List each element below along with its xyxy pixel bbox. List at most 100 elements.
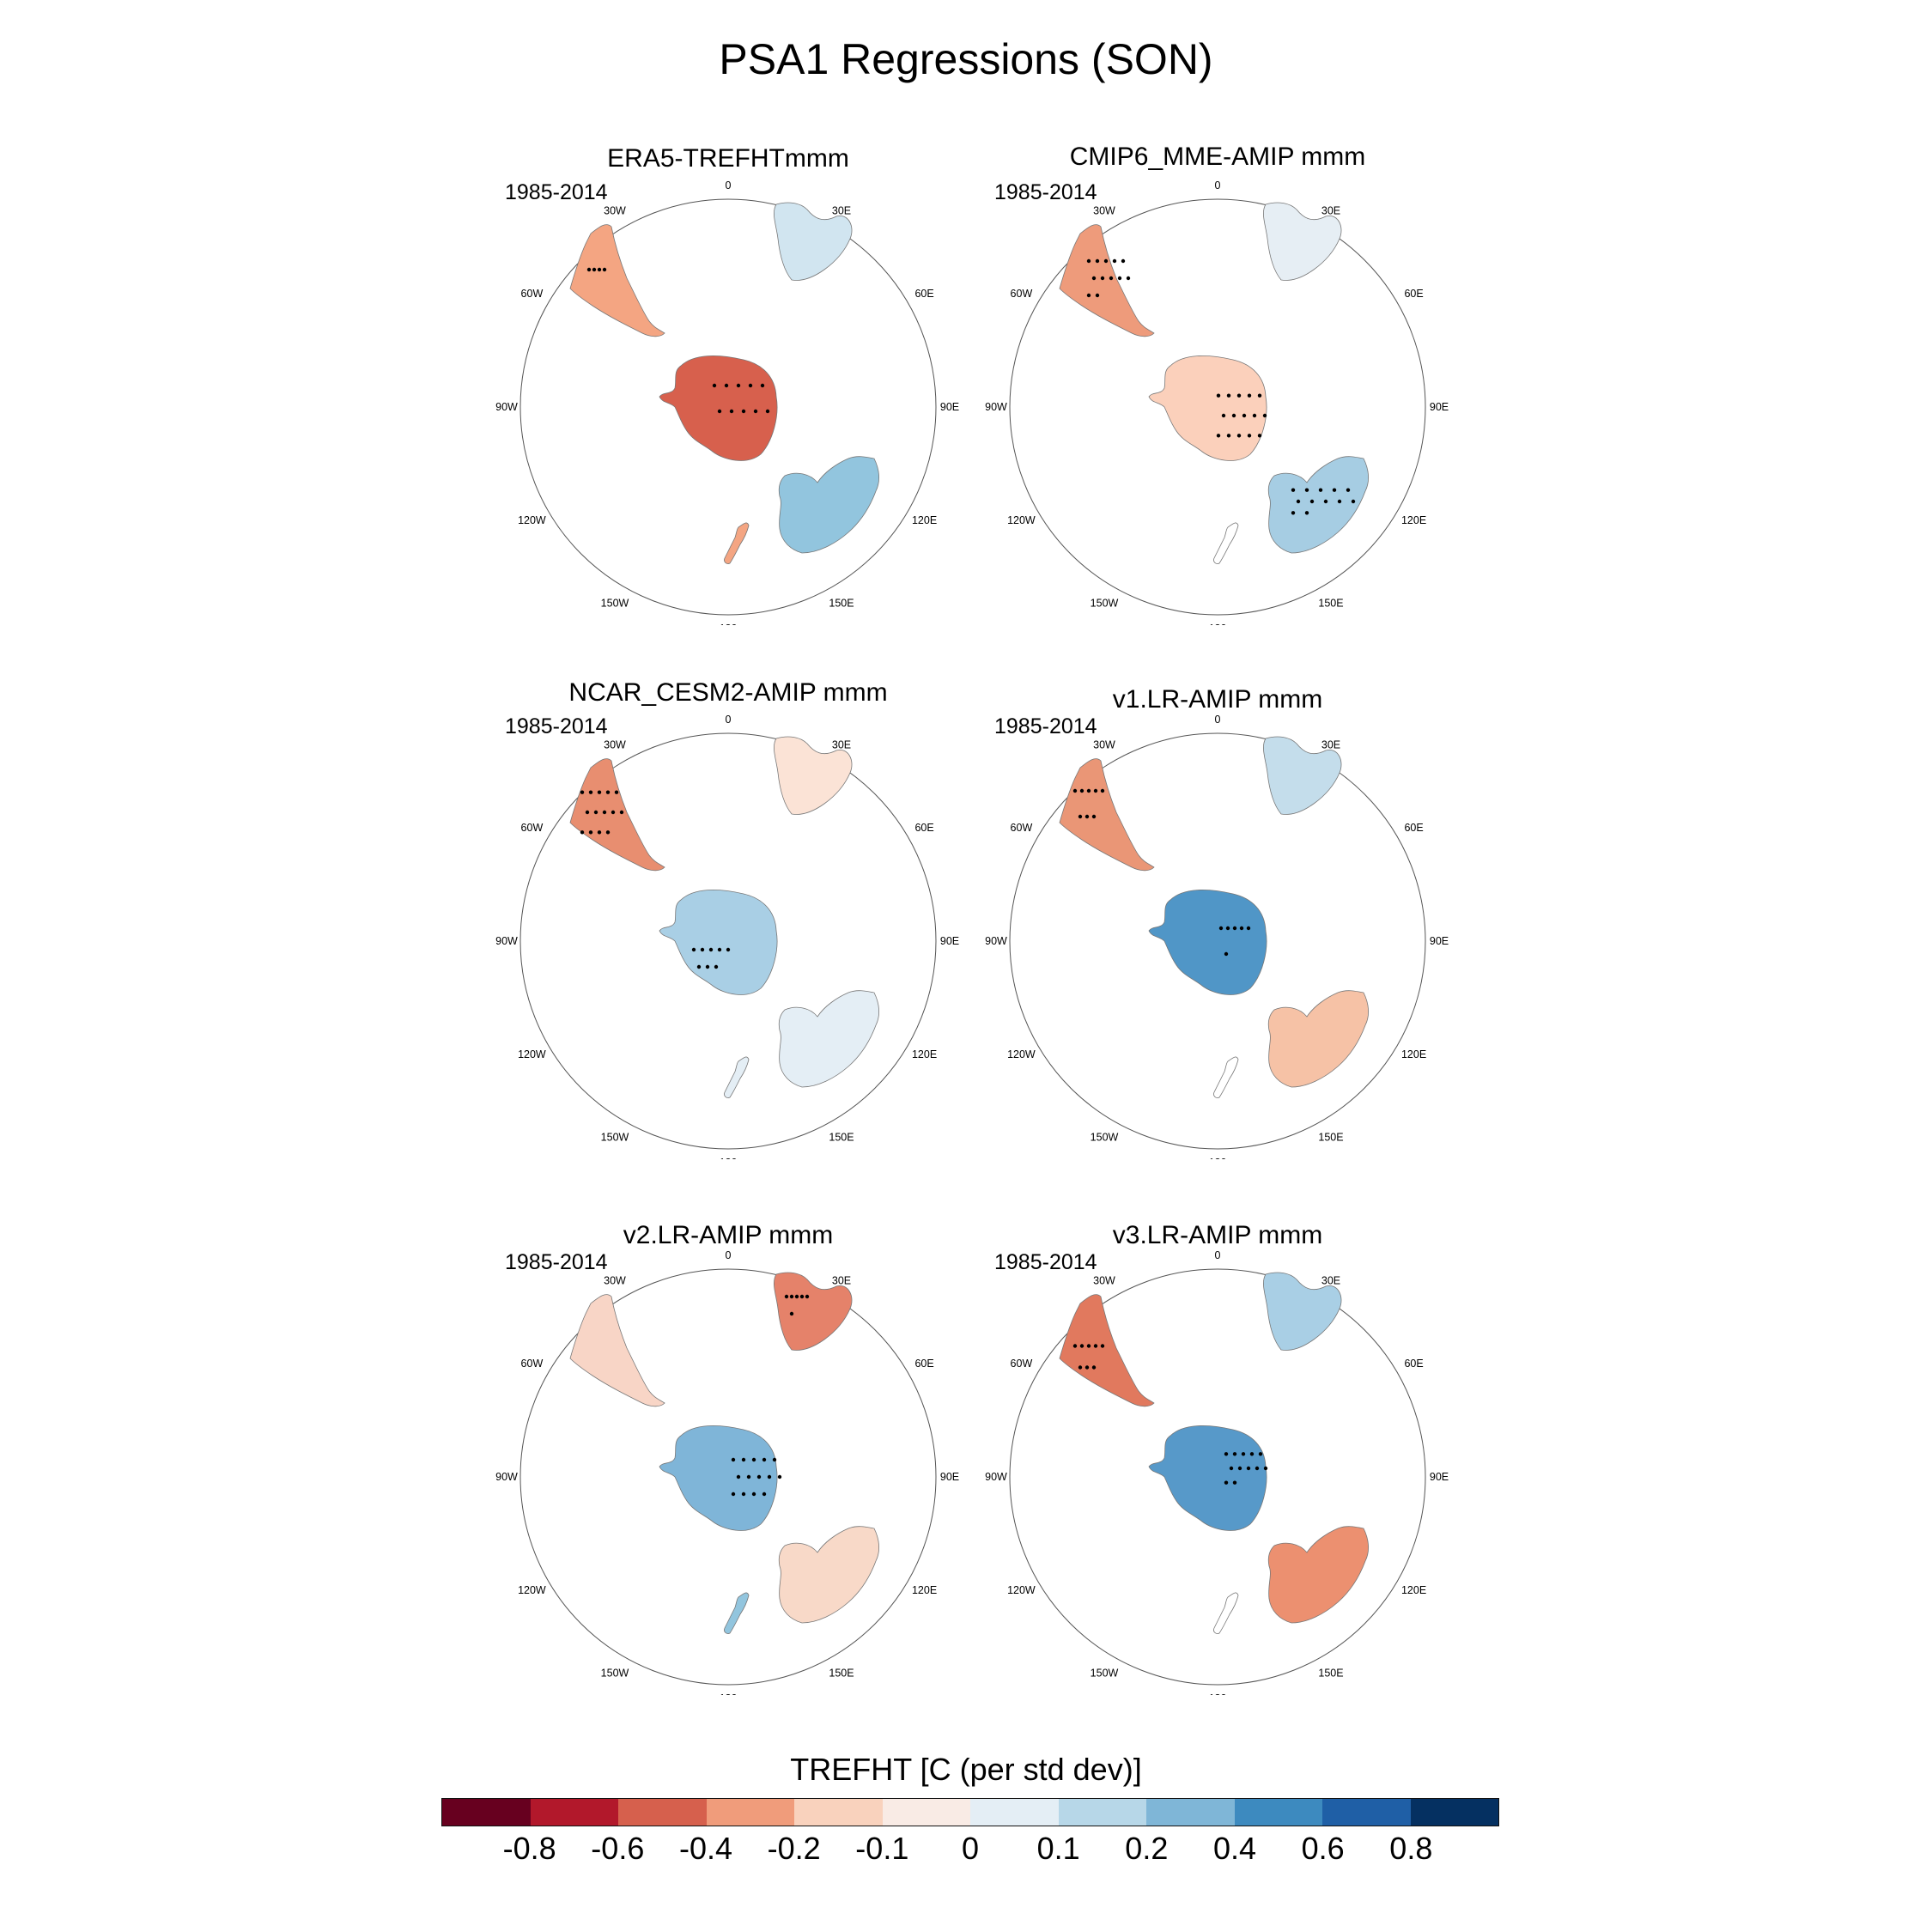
significance-dot bbox=[592, 267, 597, 272]
longitude-label: 30W bbox=[604, 738, 626, 750]
longitude-label: 90E bbox=[1430, 1471, 1449, 1483]
longitude-label: 120E bbox=[1401, 1584, 1426, 1596]
significance-dot bbox=[1247, 393, 1252, 398]
australia-region bbox=[1267, 456, 1369, 554]
significance-dot bbox=[1091, 1365, 1097, 1370]
significance-dot bbox=[736, 383, 741, 388]
africa-region bbox=[774, 736, 853, 815]
significance-dot bbox=[1093, 1344, 1098, 1348]
significance-dot bbox=[1231, 413, 1236, 418]
map-panel: 0 30E 60E 90E 120E 150E 180 150W 120W 90W 60W 30W CM… bbox=[960, 143, 1475, 625]
significance-dot bbox=[1086, 258, 1091, 264]
longitude-label: 60E bbox=[914, 288, 933, 300]
significance-dot bbox=[1351, 499, 1356, 504]
africa-region bbox=[1263, 202, 1342, 281]
land-layer bbox=[1059, 202, 1369, 564]
australia-region bbox=[778, 456, 879, 554]
longitude-label: 90W bbox=[985, 1471, 1007, 1483]
polar-map: 0 30E 60E 90E 120E 150E 180 150W 120W 90W 60W 30W bbox=[495, 714, 959, 1159]
longitude-label: 30W bbox=[1093, 204, 1115, 216]
page-title: PSA1 Regressions (SON) bbox=[719, 35, 1213, 83]
panel-title: NCAR_CESM2-AMIP mmm bbox=[568, 678, 888, 707]
significance-dot bbox=[597, 790, 602, 794]
colorbar-swatch bbox=[706, 1799, 794, 1826]
significance-dot bbox=[1252, 413, 1257, 418]
significance-dot bbox=[767, 1474, 772, 1479]
map-panel: 0 30E 60E 90E 120E 150E 180 150W 120W 90W 60W 30W v1… bbox=[960, 678, 1475, 1159]
significance-dot bbox=[1257, 393, 1262, 398]
panel-period: 1985-2014 bbox=[505, 1250, 608, 1274]
significance-dot bbox=[1239, 926, 1244, 931]
longitude-label: 30E bbox=[832, 204, 851, 216]
significance-dot bbox=[1337, 499, 1342, 504]
significance-dot bbox=[1318, 488, 1323, 492]
panel-title: v1.LR-AMIP mmm bbox=[1112, 685, 1323, 714]
significance-dot bbox=[1126, 276, 1131, 281]
longitude-label: 180 bbox=[1209, 1157, 1227, 1159]
significance-dot bbox=[717, 409, 722, 414]
longitude-label: 60E bbox=[914, 1358, 933, 1370]
new-zealand-region bbox=[724, 1056, 750, 1098]
significance-dot bbox=[1216, 393, 1221, 398]
colorbar-title: TREFHT [C (per std dev)] bbox=[790, 1752, 1142, 1787]
significance-dot bbox=[1109, 276, 1114, 281]
colorbar-tick-label: -0.2 bbox=[767, 1831, 821, 1866]
significance-dot bbox=[741, 1457, 746, 1462]
longitude-label: 150W bbox=[601, 598, 629, 610]
significance-dot bbox=[726, 947, 731, 952]
longitude-label: 120W bbox=[1007, 1584, 1036, 1596]
significance-dot bbox=[1091, 276, 1097, 281]
longitude-label: 60E bbox=[1404, 1358, 1423, 1370]
significance-dot bbox=[700, 947, 705, 952]
significance-dot bbox=[1079, 788, 1084, 793]
antarctica-region bbox=[659, 1425, 778, 1531]
new-zealand-region bbox=[1213, 522, 1239, 564]
longitude-label: 150W bbox=[601, 1668, 629, 1680]
south-america-region bbox=[1059, 758, 1155, 872]
significance-dot bbox=[691, 947, 696, 952]
colorbar-tick-label: -0.6 bbox=[591, 1831, 645, 1866]
significance-dot bbox=[1093, 788, 1098, 793]
significance-dot bbox=[1258, 1452, 1263, 1456]
significance-dot bbox=[1332, 488, 1337, 492]
longitude-label: 30E bbox=[832, 1274, 851, 1286]
polar-map: 0 30E 60E 90E 120E 150E 180 150W 120W 90W 60W 30W bbox=[985, 1249, 1449, 1695]
longitude-label: 60W bbox=[521, 822, 544, 834]
significance-dot bbox=[705, 964, 710, 969]
new-zealand-region bbox=[1213, 1056, 1239, 1098]
longitude-label: 90W bbox=[495, 1471, 518, 1483]
significance-dot bbox=[1309, 499, 1315, 504]
longitude-label: 120W bbox=[518, 1048, 546, 1060]
significance-dot bbox=[1346, 488, 1351, 492]
significance-dot bbox=[753, 409, 758, 414]
significance-dot bbox=[1100, 1344, 1105, 1348]
significance-dot bbox=[580, 790, 585, 794]
longitude-label: 120E bbox=[912, 1584, 937, 1596]
longitude-label: 60E bbox=[1404, 822, 1423, 834]
longitude-label: 150E bbox=[1318, 1132, 1343, 1144]
significance-dot bbox=[1247, 434, 1252, 438]
significance-dot bbox=[1225, 926, 1230, 931]
colorbar-swatch bbox=[530, 1799, 618, 1826]
significance-dot bbox=[799, 1294, 805, 1299]
colorbar bbox=[441, 1798, 1499, 1826]
significance-dot bbox=[1241, 1452, 1246, 1456]
significance-dot bbox=[731, 1457, 736, 1462]
colorbar-swatch bbox=[1322, 1799, 1411, 1826]
significance-dot bbox=[717, 947, 722, 952]
longitude-label: 120W bbox=[1007, 514, 1036, 526]
longitude-label: 30E bbox=[1321, 204, 1340, 216]
antarctica-region bbox=[1148, 890, 1267, 995]
colorbar-tick-label: 0.1 bbox=[1036, 1831, 1080, 1866]
significance-dot bbox=[1236, 434, 1242, 438]
significance-dot bbox=[1218, 926, 1224, 931]
australia-region bbox=[778, 990, 879, 1088]
significance-dot bbox=[714, 964, 719, 969]
significance-dot bbox=[789, 1311, 794, 1316]
colorbar-tick-label: 0 bbox=[961, 1831, 980, 1866]
significance-dot bbox=[1232, 1480, 1237, 1485]
significance-dot bbox=[772, 1457, 777, 1462]
new-zealand-region bbox=[1213, 1592, 1239, 1634]
significance-dot bbox=[1236, 393, 1242, 398]
significance-dot bbox=[580, 830, 585, 835]
